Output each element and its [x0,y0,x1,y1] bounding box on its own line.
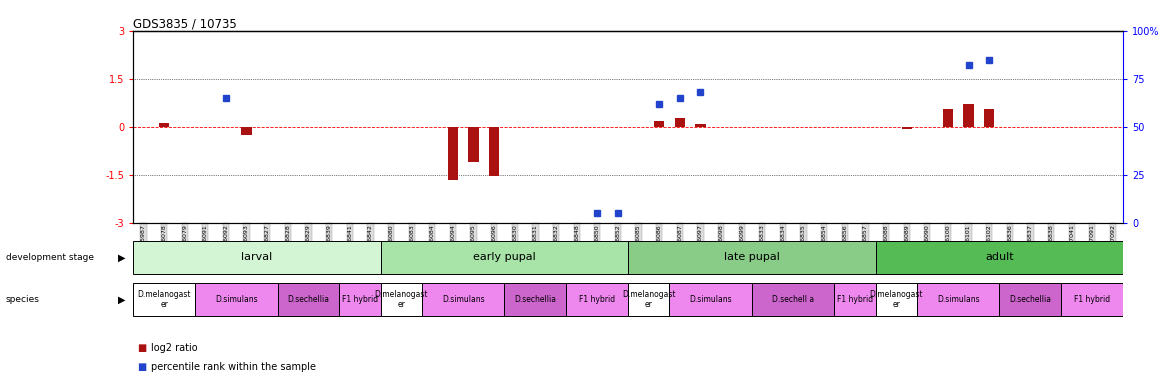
Bar [1062,283,1123,316]
Text: adult: adult [985,252,1013,262]
Text: F1 hybrid: F1 hybrid [1075,295,1111,304]
Bar [505,283,566,316]
Bar [943,109,953,127]
Text: percentile rank within the sample: percentile rank within the sample [151,362,315,372]
Text: larval: larval [241,252,272,262]
Bar [835,283,875,316]
Bar [422,283,505,316]
Text: log2 ratio: log2 ratio [151,343,197,353]
Text: development stage: development stage [6,253,94,262]
Bar [133,241,381,274]
Bar [628,283,669,316]
Text: D.melanogast
er: D.melanogast er [374,290,428,309]
Bar [628,241,875,274]
Bar [381,241,628,274]
Bar [654,121,665,127]
Bar [999,283,1062,316]
Text: F1 hybrid: F1 hybrid [837,295,873,304]
Text: late pupal: late pupal [724,252,780,262]
Text: D.melanogast
er: D.melanogast er [138,290,191,309]
Text: GDS3835 / 10735: GDS3835 / 10735 [133,17,237,30]
Bar [133,283,195,316]
Text: ■: ■ [137,362,146,372]
Text: D.melanogast
er: D.melanogast er [870,290,923,309]
Bar [159,123,169,127]
Bar [752,283,835,316]
Text: D.sechellia: D.sechellia [514,295,556,304]
Text: ■: ■ [137,343,146,353]
Bar [875,241,1123,274]
Text: D.simulans: D.simulans [689,295,732,304]
Bar [278,283,339,316]
Bar [566,283,628,316]
Text: species: species [6,295,39,304]
Text: D.simulans: D.simulans [937,295,980,304]
Text: D.sechellia: D.sechellia [287,295,330,304]
Bar [448,127,459,180]
Bar [381,283,422,316]
Bar [695,124,705,127]
Bar [489,127,499,176]
Bar [468,127,478,162]
Bar [339,283,381,316]
Bar [984,109,995,127]
Bar [875,283,917,316]
Text: D.simulans: D.simulans [442,295,484,304]
Bar [669,283,752,316]
Bar [917,283,999,316]
Text: D.sechellia: D.sechellia [1010,295,1051,304]
Text: F1 hybrid: F1 hybrid [579,295,615,304]
Bar [675,118,684,127]
Text: D.simulans: D.simulans [215,295,257,304]
Bar [963,104,974,127]
Text: early pupal: early pupal [474,252,536,262]
Text: D.sechell a: D.sechell a [772,295,814,304]
Text: ▶: ▶ [118,252,125,262]
Text: F1 hybrid: F1 hybrid [342,295,379,304]
Text: D.melanogast
er: D.melanogast er [622,290,675,309]
Bar [195,283,278,316]
Text: ▶: ▶ [118,295,125,305]
Bar [902,127,911,129]
Bar [242,127,251,135]
